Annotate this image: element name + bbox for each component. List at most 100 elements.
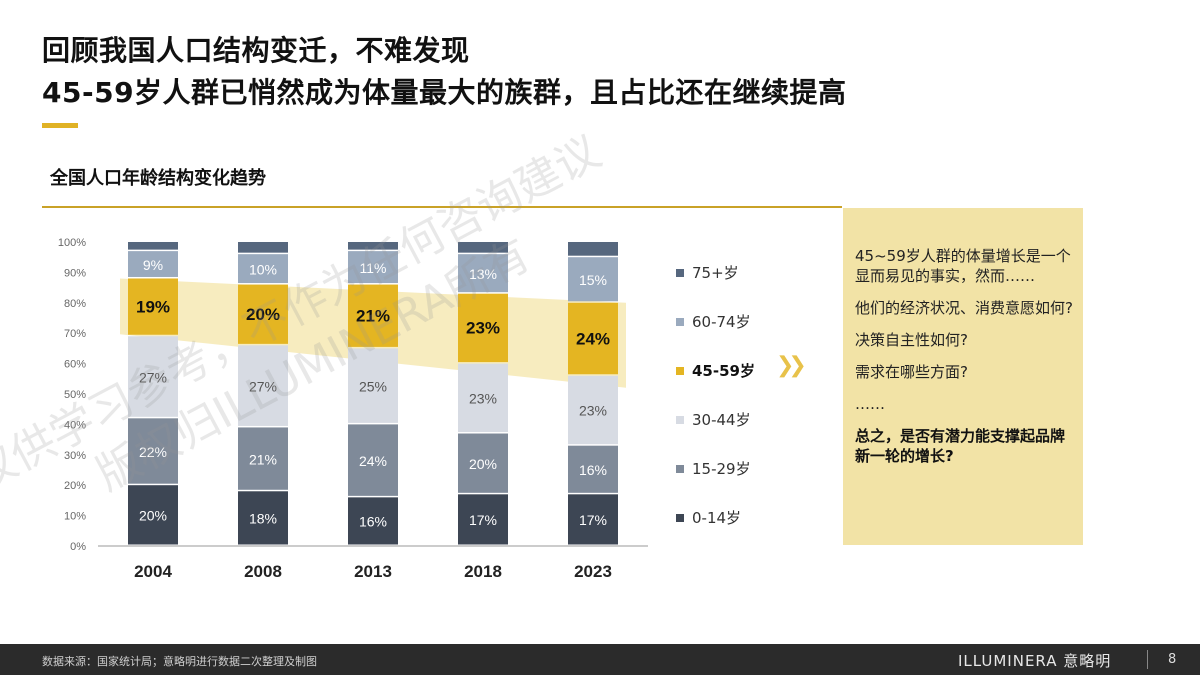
y-tick-label: 70%: [64, 328, 86, 340]
data-label: 9%: [143, 257, 163, 273]
insight-line: 决策自主性如何?: [855, 331, 968, 349]
bar-segment: [458, 293, 508, 363]
legend-label: 75+岁: [692, 264, 739, 282]
data-label: 21%: [249, 451, 277, 467]
data-label: 27%: [139, 369, 167, 385]
legend-item: 30-44岁: [676, 409, 751, 430]
bar-segment: [128, 278, 178, 335]
legend-label: 30-44岁: [692, 411, 751, 429]
y-tick-label: 0%: [70, 541, 86, 553]
legend-item: 45-59岁: [676, 360, 755, 381]
bar-segment: [568, 375, 618, 445]
bar-segment: [348, 284, 398, 347]
chart-title: 全国人口年龄结构变化趋势: [50, 168, 266, 189]
data-label: 15%: [579, 272, 607, 288]
data-label: 13%: [469, 266, 497, 282]
x-category-label: 2018: [464, 562, 502, 581]
footer: 数据来源：国家统计局；意略明进行数据二次整理及制图 ILLUMINERA 意略明…: [0, 644, 1200, 675]
data-label: 20%: [246, 305, 280, 324]
bar-segment: [238, 427, 288, 490]
legend-label: 0-14岁: [692, 509, 742, 527]
bar-segment: [568, 302, 618, 375]
insight-panel: [843, 208, 1083, 545]
bar-segment: [348, 424, 398, 496]
bar-segment: [348, 242, 398, 250]
data-label: 20%: [139, 508, 167, 524]
title-line-2: 45-59岁人群已悄然成为体量最大的族群，且占比还在继续提高: [42, 76, 847, 109]
legend-label: 45-59岁: [692, 362, 755, 380]
data-label: 17%: [469, 512, 497, 528]
insight-line: 需求在哪些方面?: [855, 363, 968, 381]
data-label: 20%: [469, 456, 497, 472]
data-label: 17%: [579, 512, 607, 528]
y-tick-label: 60%: [64, 359, 86, 371]
bar-segment: [238, 254, 288, 284]
bar-segment: [568, 445, 618, 493]
footer-divider: [1147, 650, 1148, 669]
insight-line: ……: [855, 395, 885, 413]
title-line-1: 回顾我国人口结构变迁，不难发现: [42, 34, 470, 67]
data-label: 27%: [249, 378, 277, 394]
x-category-label: 2013: [354, 562, 392, 581]
data-label: 18%: [249, 511, 277, 527]
legend-label: 15-29岁: [692, 460, 751, 478]
data-label: 24%: [576, 329, 610, 348]
x-category-label: 2023: [574, 562, 612, 581]
bar-segment: [458, 494, 508, 545]
legend-swatch: [676, 268, 684, 277]
data-label: 10%: [249, 261, 277, 277]
bar-segment: [458, 254, 508, 293]
legend-swatch: [676, 513, 684, 522]
bar-segment: [458, 242, 508, 253]
legend-item: 75+岁: [676, 262, 739, 283]
legend-swatch: [676, 464, 684, 473]
bar-segment: [238, 491, 288, 545]
legend-item: 0-14岁: [676, 507, 741, 528]
legend-swatch: [676, 366, 684, 375]
legend-swatch: [676, 317, 684, 326]
y-tick-label: 30%: [64, 450, 86, 462]
y-tick-label: 10%: [64, 511, 86, 523]
legend-item: 15-29岁: [676, 458, 751, 479]
bar-segment: [238, 242, 288, 253]
insight-conclusion: 总之，是否有潜力能支撑起品牌新一轮的增长?: [855, 427, 1066, 465]
bar-segment: [128, 418, 178, 484]
insight-line: 45~59岁人群的体量增长是一个显而易见的事实，然而……: [855, 247, 1071, 285]
x-category-label: 2004: [134, 562, 172, 581]
x-category-label: 2008: [244, 562, 282, 581]
title-accent-bar: [42, 123, 78, 128]
legend-item: 60-74岁: [676, 311, 751, 332]
bar-segment: [238, 284, 288, 344]
data-label: 19%: [136, 297, 170, 316]
data-label: 24%: [359, 453, 387, 469]
data-label: 23%: [469, 391, 497, 407]
bar-segment: [568, 257, 618, 302]
y-tick-label: 20%: [64, 480, 86, 492]
bar-segment: [348, 251, 398, 284]
bar-segment: [458, 433, 508, 493]
y-tick-label: 80%: [64, 298, 86, 310]
insight-line: 他们的经济状况、消费意愿如何?: [855, 299, 1073, 317]
data-label: 16%: [579, 462, 607, 478]
bar-segment: [128, 242, 178, 250]
legend-label: 60-74岁: [692, 313, 751, 331]
data-label: 11%: [360, 260, 387, 276]
y-tick-label: 100%: [58, 237, 86, 249]
y-tick-label: 90%: [64, 267, 86, 279]
bar-segment: [348, 497, 398, 545]
data-label: 16%: [359, 514, 387, 530]
data-label: 23%: [466, 319, 500, 338]
brand-logo: ILLUMINERA 意略明: [958, 652, 1112, 670]
y-tick-label: 40%: [64, 419, 86, 431]
chart-title-rule: [42, 206, 842, 208]
legend-swatch: [676, 415, 684, 424]
bar-segment: [128, 336, 178, 417]
bar-segment: [128, 251, 178, 277]
bar-segment: [238, 345, 288, 426]
data-label: 21%: [356, 306, 390, 325]
data-source: 数据来源：国家统计局；意略明进行数据二次整理及制图: [42, 655, 317, 668]
double-chevron-icon: ❯❯: [776, 353, 807, 378]
page-title: 回顾我国人口结构变迁，不难发现 45-59岁人群已悄然成为体量最大的族群，且占比…: [42, 30, 847, 114]
insight-text: 45~59岁人群的体量增长是一个显而易见的事实，然而…… 他们的经济状况、消费意…: [855, 246, 1077, 478]
